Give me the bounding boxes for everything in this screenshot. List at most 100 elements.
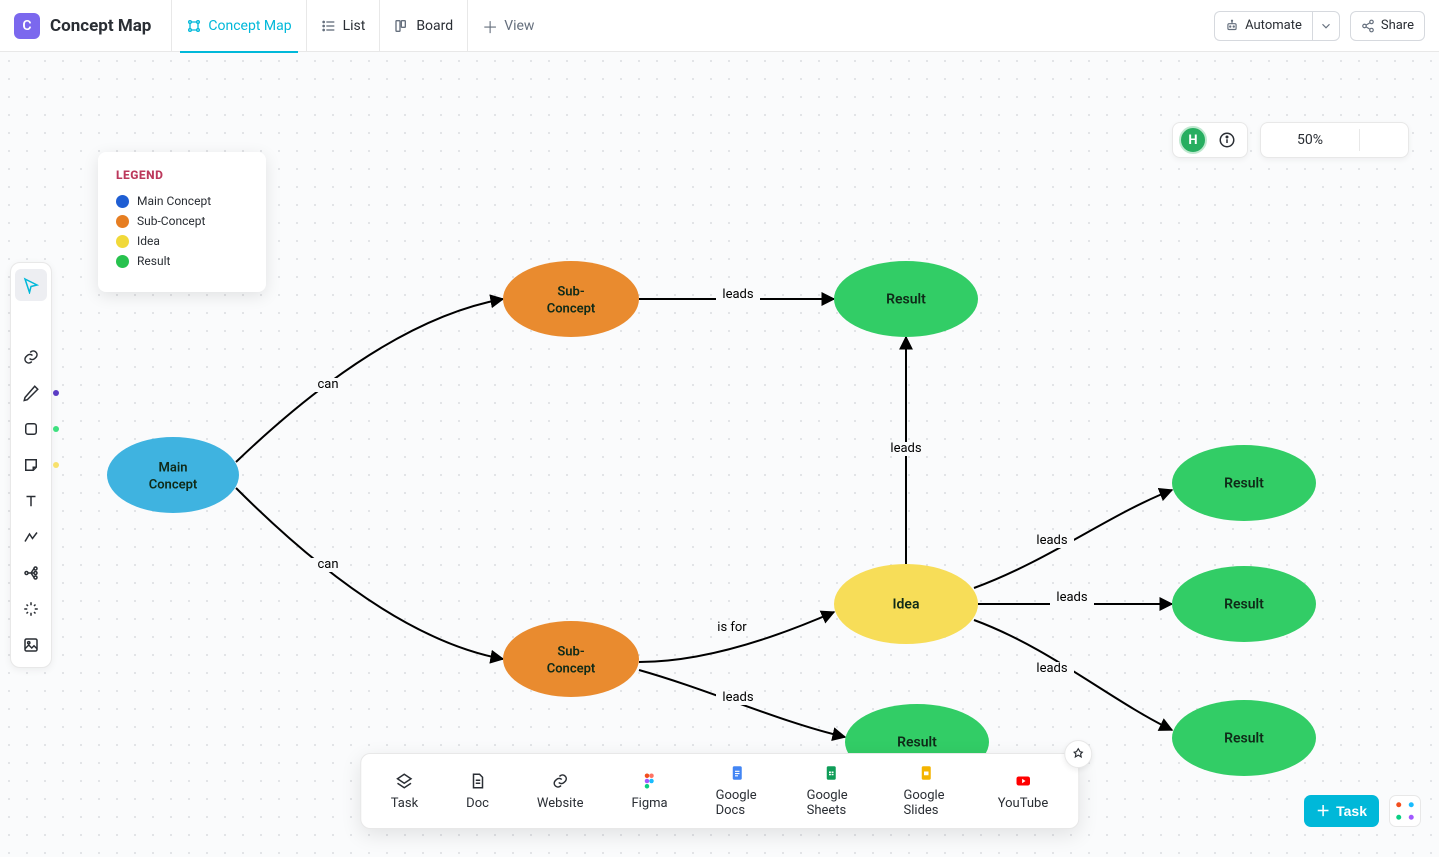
dock-item-gdocs[interactable]: Google Docs: [692, 764, 783, 818]
dock-item-figma[interactable]: Figma: [607, 772, 691, 811]
apps-grid-button[interactable]: [1389, 795, 1421, 827]
tool-mindmap[interactable]: [15, 557, 47, 589]
tool-select[interactable]: [15, 269, 47, 301]
square-icon: [22, 420, 40, 438]
dock-item-website[interactable]: Website: [513, 772, 608, 811]
tool-text[interactable]: [15, 485, 47, 517]
board-icon: [394, 18, 410, 34]
youtube-icon: [1014, 772, 1032, 790]
node-label: Concept: [149, 477, 198, 492]
tab-add-view[interactable]: ＋ View: [467, 0, 548, 52]
dock-item-doc[interactable]: Doc: [442, 772, 513, 811]
edge[interactable]: [236, 488, 503, 659]
tab-concept-map[interactable]: Concept Map: [171, 0, 305, 52]
avatar[interactable]: H: [1179, 126, 1207, 154]
edge-label: is for: [717, 620, 747, 635]
legend-item: Idea: [116, 234, 248, 248]
edge-label: leads: [1056, 590, 1087, 605]
dock-label: Google Docs: [716, 788, 759, 818]
dock-label: YouTube: [998, 796, 1049, 811]
legend-item: Result: [116, 254, 248, 268]
tab-board[interactable]: Board: [379, 0, 467, 52]
node-label: Result: [886, 292, 926, 308]
tool-connector[interactable]: [15, 521, 47, 553]
gsheets-icon: [822, 764, 840, 782]
topbar: C Concept Map Concept Map List Board ＋ V…: [0, 0, 1439, 52]
dock-item-gsheets[interactable]: Google Sheets: [783, 764, 880, 818]
legend-title: LEGEND: [116, 168, 248, 182]
legend-swatch: [116, 255, 129, 268]
legend-label: Sub-Concept: [137, 214, 205, 228]
link-icon: [22, 348, 40, 366]
dock-item-gslides[interactable]: Google Slides: [880, 764, 974, 818]
plus-icon: ＋: [1316, 801, 1330, 821]
zoom-in-button[interactable]: [1335, 123, 1359, 157]
dock-label: Task: [391, 796, 418, 811]
tab-label: Concept Map: [208, 18, 291, 34]
fit-width-button[interactable]: [1360, 123, 1384, 157]
automate-button[interactable]: Automate: [1214, 11, 1312, 41]
dock-label: Figma: [631, 796, 667, 811]
task-icon: [395, 772, 413, 790]
figma-icon: [641, 772, 659, 790]
cursor-icon: [22, 276, 40, 294]
tool-hand[interactable]: [15, 305, 47, 337]
edge-label: can: [317, 377, 338, 392]
plus-icon: ＋: [482, 14, 498, 38]
sparkle-icon: [22, 600, 40, 618]
node-label: Concept: [547, 661, 596, 676]
button-label: Share: [1381, 18, 1414, 33]
tool-sticky[interactable]: [15, 449, 47, 481]
canvas[interactable]: H 50%: [0, 52, 1439, 857]
node-label: Idea: [893, 597, 920, 613]
dock-pin-button[interactable]: [1064, 740, 1092, 768]
tool-shape[interactable]: [15, 413, 47, 445]
tool-pen[interactable]: [15, 377, 47, 409]
list-icon: [321, 18, 337, 34]
edge-label: leads: [722, 690, 753, 705]
button-label: Task: [1336, 803, 1367, 819]
gslides-icon: [918, 764, 936, 782]
tab-list[interactable]: List: [306, 0, 380, 52]
hand-icon: [22, 312, 40, 330]
zoom-out-button[interactable]: [1261, 123, 1285, 157]
legend-item: Main Concept: [116, 194, 248, 208]
dock-item-task[interactable]: Task: [367, 772, 442, 811]
fullscreen-button[interactable]: [1384, 123, 1408, 157]
zoom-level[interactable]: 50%: [1285, 123, 1335, 157]
tool-image[interactable]: [15, 629, 47, 661]
dock-label: Google Slides: [904, 788, 950, 818]
legend-card[interactable]: LEGEND Main Concept Sub-Concept Idea Res…: [98, 152, 266, 292]
edge-label: leads: [1036, 661, 1067, 676]
legend-label: Idea: [137, 234, 160, 248]
edge-label: can: [317, 557, 338, 572]
dock-item-youtube[interactable]: YouTube: [974, 772, 1073, 811]
share-icon: [1361, 19, 1375, 33]
concept-map-icon: [186, 18, 202, 34]
node-label: Main: [159, 460, 188, 475]
image-icon: [22, 636, 40, 654]
connector-icon: [22, 528, 40, 546]
view-tabs: Concept Map List Board ＋ View: [171, 0, 548, 52]
edge-label: leads: [1036, 533, 1067, 548]
doc-icon: [469, 772, 487, 790]
pen-icon: [22, 384, 40, 402]
automate-dropdown-button[interactable]: [1312, 11, 1340, 41]
chevron-down-icon: [1319, 19, 1333, 33]
tab-label: View: [504, 18, 534, 34]
node-label: Sub-: [557, 644, 585, 659]
new-task-button[interactable]: ＋ Task: [1304, 795, 1379, 827]
info-button[interactable]: [1213, 126, 1241, 154]
legend-swatch: [116, 215, 129, 228]
legend-swatch: [116, 235, 129, 248]
legend-swatch: [116, 195, 129, 208]
tool-link[interactable]: [15, 341, 47, 373]
dock-label: Doc: [466, 796, 489, 811]
tool-ai[interactable]: [15, 593, 47, 625]
gdocs-icon: [728, 764, 746, 782]
bottom-dock: Task Doc Website Figma Google Docs Googl…: [360, 753, 1080, 829]
pin-icon: [1071, 747, 1085, 761]
edge-label: leads: [722, 287, 753, 302]
share-button[interactable]: Share: [1350, 11, 1425, 41]
edge[interactable]: [236, 299, 503, 462]
